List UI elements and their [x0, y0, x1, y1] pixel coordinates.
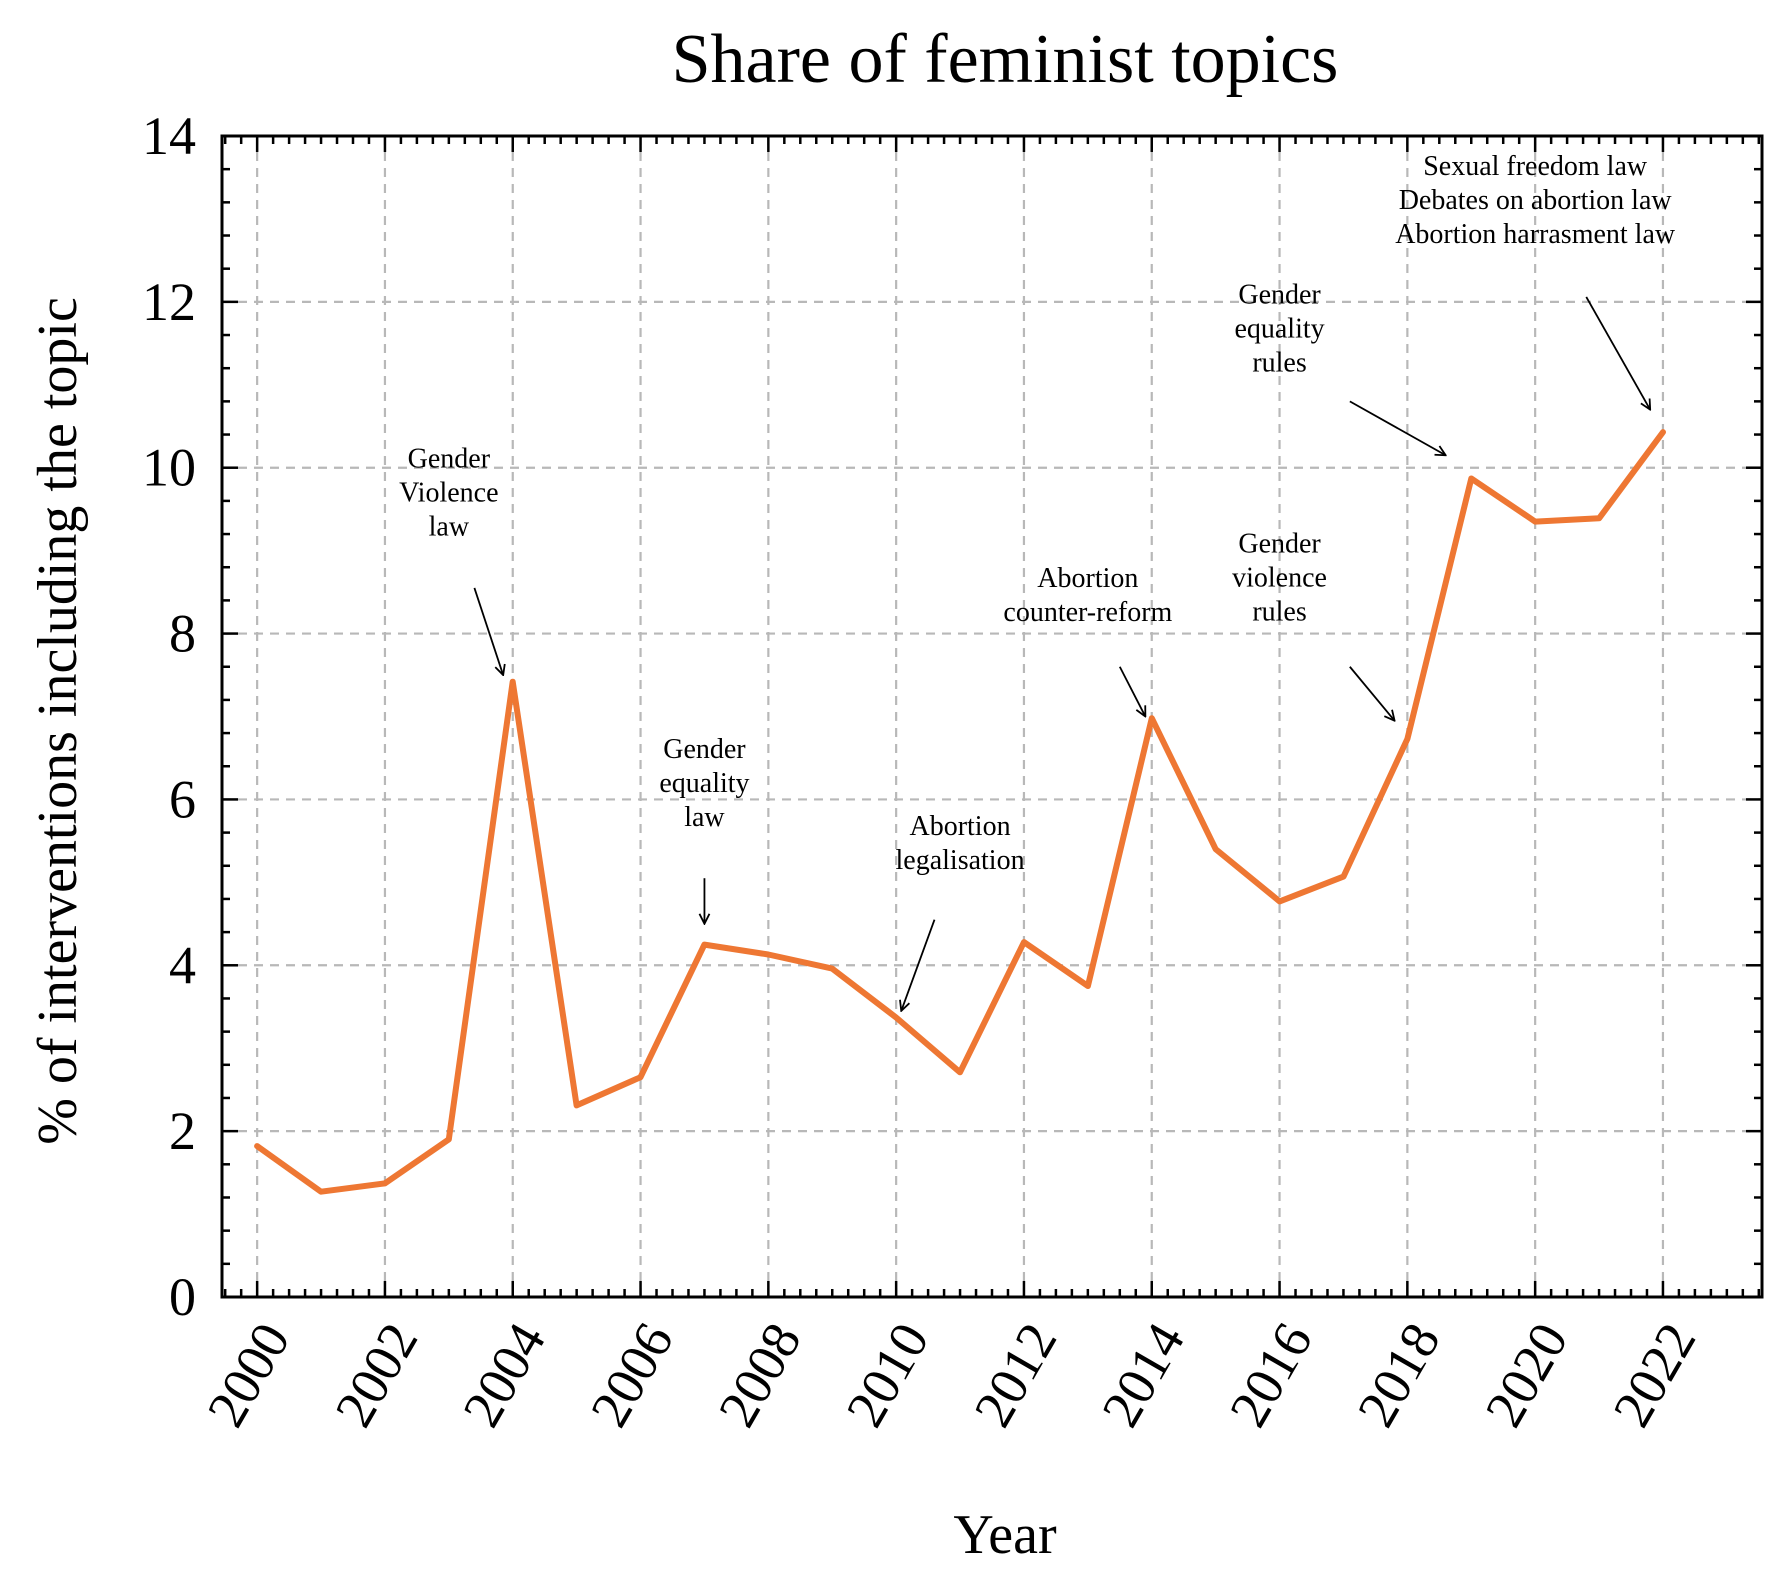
annotation-arrow [473, 587, 503, 675]
x-tick-group: 2010 [835, 1313, 941, 1437]
annotation-text: Gender [1238, 280, 1321, 311]
annotation-text: violence [1232, 562, 1327, 593]
annotation-text: Abortion [1037, 563, 1138, 594]
annotation-text: Abortion harrasment law [1395, 219, 1676, 250]
x-tick-label: 2020 [1474, 1313, 1580, 1437]
x-tick-label: 2014 [1090, 1313, 1196, 1437]
y-tick-label: 14 [142, 106, 196, 166]
y-tick-label: 10 [142, 438, 196, 498]
series-layer [254, 429, 1666, 1195]
annotation-text: Abortion [909, 811, 1010, 842]
x-tick-label: 2016 [1218, 1313, 1324, 1437]
y-tick-label: 6 [169, 769, 196, 829]
x-tick-label: 2018 [1346, 1313, 1452, 1437]
annotation-text: equality [659, 768, 749, 799]
x-tick-label: 2012 [962, 1313, 1068, 1437]
x-tick-group: 2014 [1090, 1313, 1196, 1437]
x-tick-label: 2000 [196, 1313, 302, 1437]
x-tick-label: 2002 [323, 1313, 429, 1437]
x-tick-group: 2020 [1474, 1313, 1580, 1437]
annotation-arrow [1585, 296, 1650, 410]
annotation-text: counter-reform [1003, 597, 1172, 628]
annotation-text: rules [1252, 596, 1306, 627]
annotation-text: Sexual freedom law [1423, 151, 1648, 182]
annotation-text: Debates on abortion law [1399, 185, 1673, 216]
y-axis-label: % of interventions including the topic [27, 297, 89, 1145]
annotation-text: Gender [663, 734, 746, 765]
annotation-text: Gender [1238, 528, 1321, 559]
y-tick-labels: 0 2 4 6 8 10 12 14 [142, 106, 196, 1327]
x-tick-label: 2022 [1601, 1313, 1707, 1437]
x-tick-labels: 2000 2002 2004 2006 2008 2010 2012 2014 2016 2018… [196, 1313, 1708, 1437]
annotation-text: Violence [399, 478, 498, 509]
x-tick-group: 2002 [323, 1313, 429, 1437]
x-tick-label: 2010 [835, 1313, 941, 1437]
y-tick-label: 12 [142, 272, 196, 332]
annotation-text: Gender [408, 444, 491, 475]
x-tick-group: 2004 [451, 1313, 557, 1437]
x-tick-group: 2018 [1346, 1313, 1452, 1437]
annotation-text: law [429, 512, 470, 543]
chart-title: Share of feminist topics [672, 21, 1339, 98]
x-tick-label: 2004 [451, 1313, 557, 1437]
x-tick-label: 2006 [579, 1313, 685, 1437]
x-tick-label: 2008 [707, 1313, 813, 1437]
x-tick-group: 2012 [962, 1313, 1068, 1437]
annotation-arrow [901, 919, 936, 1011]
y-tick-label: 0 [169, 1267, 196, 1327]
x-tick-group: 2006 [579, 1313, 685, 1437]
annotation-text: law [684, 802, 725, 833]
annotation-arrow [1349, 400, 1446, 455]
y-tick-label: 4 [169, 935, 196, 995]
plot-frame [220, 134, 1764, 1299]
y-tick-label: 2 [169, 1101, 196, 1161]
y-tick-label: 8 [169, 604, 196, 664]
annotation-text: rules [1252, 348, 1306, 379]
x-tick-group: 2000 [196, 1313, 302, 1437]
annotation-arrow [1349, 666, 1395, 721]
series-line [254, 429, 1666, 1195]
annotation-text: equality [1234, 314, 1324, 345]
annotation-arrow [1119, 666, 1146, 717]
x-tick-group: 2022 [1601, 1313, 1707, 1437]
x-tick-group: 2016 [1218, 1313, 1324, 1437]
x-tick-group: 2008 [707, 1313, 813, 1437]
annotation-text: legalisation [896, 845, 1025, 876]
x-axis-label: Year [953, 1504, 1057, 1566]
